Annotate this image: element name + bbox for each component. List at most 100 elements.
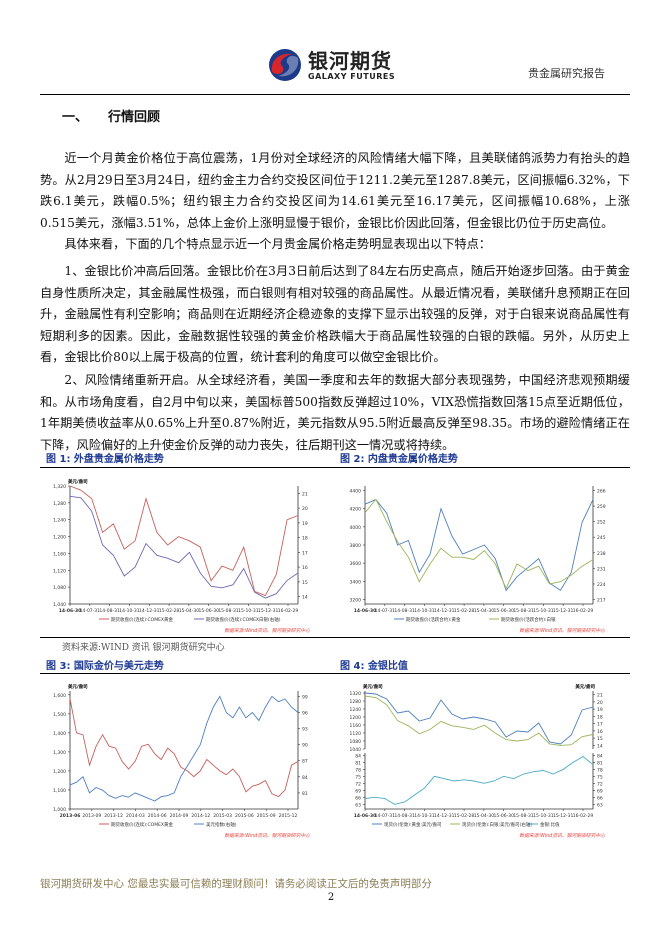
x-tick-label: 2013-06 [60,813,81,819]
x-tick-label: 14-10-31 [119,608,140,614]
figure-source: 资料来源:WIND 资讯 银河期货研究中心 [62,643,225,653]
y-left-tick-label: 1320 [350,691,362,697]
x-tick-label: 15-10-31 [238,608,259,614]
y-left-tick-label: 4400 [350,489,362,495]
figure-divider [40,637,630,638]
y-left-tick-label: 1,200 [53,535,66,541]
series-line-right [364,695,594,746]
unit-left: 美元/盎司 [68,683,88,690]
y-right-tick-label: 15 [302,580,308,586]
y-lower-right-tick-label: 66 [597,795,603,801]
x-tick-label: 14-07-31 [375,608,396,614]
y-right-tick-label: 21 [597,693,603,699]
y-lower-right-tick-label: 69 [597,788,603,794]
section-number: 一、 [62,110,89,125]
chart-source-note: 数据来源:Wind资讯、银河期货研究中心 [224,627,310,634]
y-left-tick-label: 1160 [350,723,362,729]
y-lower-left-tick-label: 63 [355,802,361,808]
legend-label: 现货价(伦敦):白银:美元/盎司(右轴) [462,821,532,828]
legend-label: 美元指数(右轴) [206,821,237,828]
series-line-right [364,498,594,590]
unit-right: 美元/盎司 [575,683,595,690]
paragraph-intro: 具体来看，下面的几个特点显示近一个月贵金属价格走势明显表现出以下特点： [64,237,491,251]
y-left-tick-label: 1240 [350,707,362,713]
y-right-tick-label: 16 [597,729,603,735]
y-right-tick-label: 21 [302,491,308,497]
y-left-tick-label: 1,200 [53,769,66,775]
x-tick-label: 2014-03 [126,813,145,819]
x-tick-label: 15-08-31 [513,813,534,819]
y-left-tick-label: 1,320 [53,484,66,490]
series-line-lower [364,755,594,805]
x-tick-label: 14-12-31 [139,608,160,614]
y-left-tick-label: 1120 [350,731,362,737]
paragraph-point-2: 2、风险情绪重新开启。从全球经济看，美国一季度和去年的数据大部分表现强势，中国经… [40,373,630,452]
x-tick-label: 2014-09 [170,813,189,819]
x-tick-label: 14-06-30 [59,608,82,614]
x-tick-label: 15-06-30 [494,608,515,614]
y-lower-left-tick-label: 66 [355,795,361,801]
y-left-tick-label: 3400 [350,579,362,585]
x-tick-label: 15-06-30 [494,813,515,819]
series-line-right [69,495,299,599]
paragraph-point-1: 1、金银比价冲高后回落。金银比价在3月3日前后达到了84左右历史高点，随后开始逐… [40,264,630,365]
y-left-tick-label: 1,600 [53,693,66,699]
fig3-caption: 图 3: 国际金价与美元走势 [46,661,164,672]
x-tick-label: 14-10-31 [414,813,435,819]
y-left-tick-label: 3200 [350,597,362,603]
y-lower-left-tick-label: 72 [355,781,361,787]
series-line-right [69,695,299,802]
x-tick-label: 15-04-30 [474,813,495,819]
x-tick-label: 16-02-29 [278,608,299,614]
y-right-tick-label: 14 [597,743,603,749]
series-line-left [69,485,299,597]
x-tick-label: 2015-03 [213,813,232,819]
fig4-caption: 图 4: 金银比值 [340,661,408,672]
y-left-tick-label: 1200 [350,715,362,721]
x-tick-label: 16-02-29 [573,608,594,614]
x-tick-label: 14-07-31 [375,813,396,819]
series-line-left [69,698,299,798]
y-right-tick-label: 224 [597,582,606,588]
x-tick-label: 15-10-31 [533,608,554,614]
y-left-tick-label: 1,240 [53,518,66,524]
x-tick-label: 15-06-30 [199,608,220,614]
legend-label: 期货收盘价(活跃合约):白银 [501,616,556,623]
y-left-tick-label: 1,000 [53,807,66,813]
y-right-tick-label: 266 [597,488,606,494]
legend-label: 期货收盘价(连续):COMEX黄金 [111,616,174,623]
caption-divider-2 [40,673,630,674]
x-tick-label: 2015-06 [235,813,254,819]
y-left-tick-label: 3600 [350,561,362,567]
y-left-tick-label: 4200 [350,507,362,513]
x-tick-label: 15-08-31 [513,608,534,614]
y-lower-right-tick-label: 78 [597,767,603,773]
x-tick-label: 15-04-30 [474,608,495,614]
y-lower-right-tick-label: 72 [597,781,603,787]
x-tick-label: 14-06-30 [354,813,377,819]
y-lower-right-tick-label: 63 [597,802,603,808]
y-right-tick-label: 18 [302,536,308,542]
x-tick-label: 2015-12 [279,813,298,819]
y-left-tick-label: 1040 [350,747,362,753]
x-tick-label: 14-07-31 [80,608,101,614]
y-right-tick-label: 90 [302,743,308,749]
y-left-tick-label: 1,300 [53,750,66,756]
x-tick-label: 15-04-30 [179,608,200,614]
legend-label: 期货收盘价(连续):COMEX黄金 [111,821,174,828]
x-tick-label: 14-08-31 [394,813,415,819]
x-tick-label: 15-12-31 [553,608,574,614]
y-lower-left-tick-label: 84 [355,753,361,759]
y-lower-right-tick-label: 84 [597,753,603,759]
y-right-tick-label: 87 [302,759,308,765]
x-tick-label: 16-02-29 [573,813,594,819]
fig1-caption: 图 1: 外盘贵金属价格走势 [46,454,164,465]
page-number: 2 [327,892,335,903]
y-right-tick-label: 84 [302,775,308,781]
chart-gold-vs-dollar: 2013-06 2013-09 2013-12 2014-03 2014-06 2014-… [53,683,310,839]
unit-left: 美元/盎司 [363,683,383,690]
y-lower-right-tick-label: 75 [597,774,603,780]
y-lower-left-tick-label: 78 [355,767,361,773]
section-title: 行情回顾 [108,110,161,125]
